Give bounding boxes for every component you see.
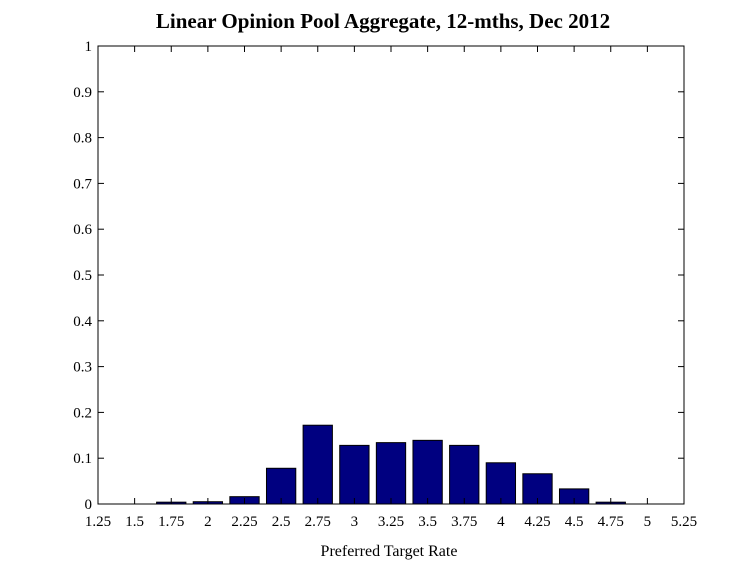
bar-4 — [485, 462, 517, 505]
x-tick-label: 5 — [644, 514, 652, 530]
y-tick-label: 0.3 — [73, 360, 92, 376]
x-axis: 1.25 1.5 1.75 2 2.25 2.5 2.75 3 3.25 3.5 3.75 4 4.25… — [85, 46, 697, 530]
x-tick-label: 3.75 — [451, 514, 477, 530]
y-tick-label: 0.2 — [73, 405, 92, 421]
y-tick-label: 0.1 — [73, 451, 92, 467]
bar-3_75 — [449, 444, 480, 505]
x-tick-label: 4.25 — [524, 514, 550, 530]
bar-3_25 — [375, 442, 407, 505]
x-tick-label: 3.5 — [418, 514, 437, 530]
y-tick-label: 0.5 — [73, 268, 92, 284]
x-tick-label: 5.25 — [671, 514, 697, 530]
x-tick-label: 2.5 — [272, 514, 291, 530]
y-tick-label: 0.8 — [73, 131, 92, 147]
y-tick-label: 0.4 — [73, 314, 92, 330]
y-tick-label: 0.7 — [73, 176, 92, 192]
bars-layer — [156, 424, 626, 505]
x-tick-label: 3.25 — [378, 514, 404, 530]
chart-title: Linear Opinion Pool Aggregate, 12-mths, … — [156, 9, 610, 33]
x-tick-label: 2.75 — [305, 514, 331, 530]
x-tick-label: 2 — [204, 514, 212, 530]
x-tick-label: 4 — [497, 514, 505, 530]
y-tick-label: 0 — [85, 497, 93, 513]
x-tick-label: 3 — [351, 514, 359, 530]
bar-2_75 — [302, 424, 333, 505]
x-tick-label: 4.75 — [598, 514, 624, 530]
x-tick-label: 1.5 — [125, 514, 144, 530]
x-tick-label: 1.75 — [158, 514, 184, 530]
plot-area — [97, 45, 685, 505]
x-tick-label: 4.5 — [565, 514, 584, 530]
bar-3 — [339, 444, 370, 505]
x-tick-label: 2.25 — [231, 514, 257, 530]
x-tick-label: 1.25 — [85, 514, 111, 530]
y-tick-label: 0.9 — [73, 85, 92, 101]
bar-3_5 — [412, 439, 443, 505]
y-axis: 0 0.1 0.2 0.3 0.4 0.5 0.6 0.7 0.8 0.9 1 — [73, 39, 684, 513]
y-tick-label: 0.6 — [73, 222, 92, 238]
x-axis-label: Preferred Target Rate — [321, 543, 458, 560]
y-tick-label: 1 — [85, 39, 93, 55]
